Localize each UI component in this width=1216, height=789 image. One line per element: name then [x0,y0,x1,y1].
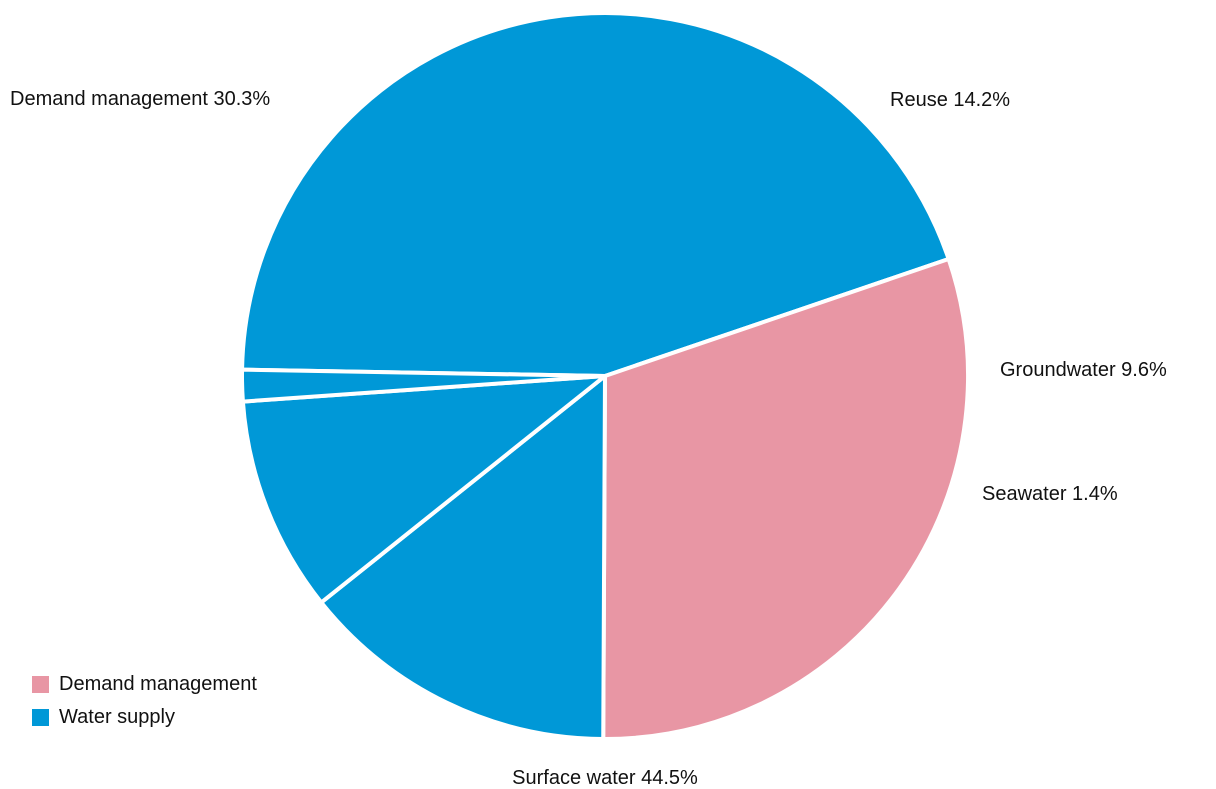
pie-slice-reuse [319,374,607,741]
slice-label-surface-water: Surface water 44.5% [512,767,698,789]
pie-slice-seawater [240,367,607,404]
pie-slices [240,11,970,742]
legend-swatch-demand-management [32,676,49,693]
pie-slice-labels: Surface water 44.5% Demand management 30.… [10,88,1167,789]
slice-label-reuse: Reuse 14.2% [890,89,1010,111]
legend-item-demand-management: Demand management [32,668,257,701]
legend-label-demand-management: Demand management [59,673,257,695]
slice-label-seawater: Seawater 1.4% [982,483,1118,505]
slice-label-groundwater: Groundwater 9.6% [1000,359,1167,381]
pie-slice-demand-management [601,257,970,742]
legend-label-water-supply: Water supply [59,706,175,728]
legend-item-water-supply: Water supply [32,701,257,734]
legend: Demand management Water supply [32,668,257,734]
pie-slice-groundwater [240,374,607,605]
pie-slice-surface-water [240,11,951,378]
slice-label-demand-management: Demand management 30.3% [10,88,270,110]
legend-swatch-water-supply [32,709,49,726]
